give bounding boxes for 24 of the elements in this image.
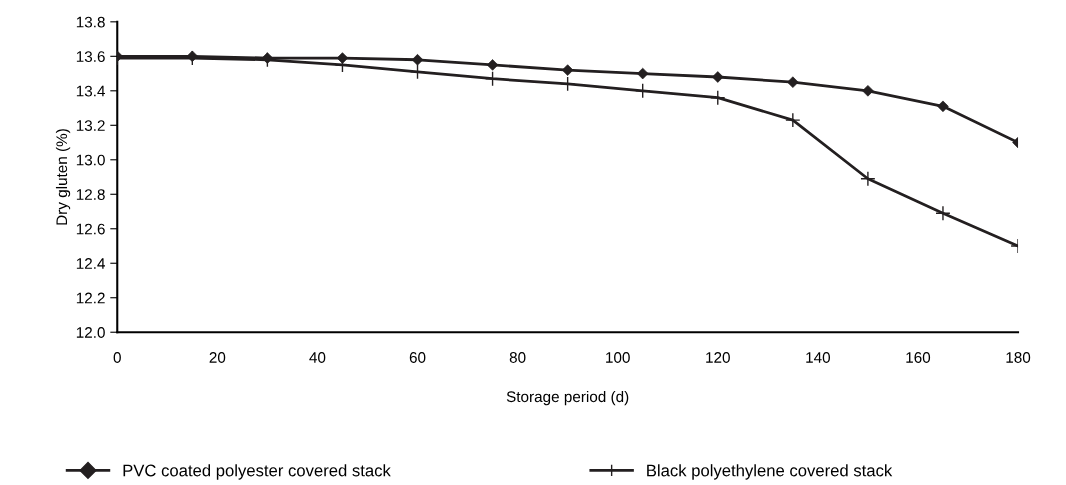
y-tick-label: 13.0: [76, 154, 105, 166]
x-tick-label: 0: [113, 352, 121, 363]
y-tick-label: 12.8: [76, 189, 105, 200]
x-tick-label: 180: [1006, 352, 1031, 363]
y-tick-label: 12.6: [76, 223, 105, 235]
y-tick-label: 13.4: [76, 85, 106, 97]
legend-label: PVC coated polyester covered stack: [123, 464, 391, 480]
y-tick-label: 12.0: [76, 327, 105, 338]
x-tick-label: 20: [209, 352, 226, 363]
x-tick-label: 60: [409, 352, 426, 363]
y-tick-label: 12.2: [76, 292, 105, 304]
x-axis-title: Storage period (d): [506, 390, 629, 406]
y-tick-label: 12.4: [76, 258, 106, 269]
x-tick-label: 160: [906, 352, 931, 363]
x-tick-label: 40: [309, 352, 326, 363]
legend-label: Black polyethylene covered stack: [647, 464, 893, 480]
y-tick-label: 13.8: [76, 16, 105, 28]
y-axis-title: Dry gluten (%): [55, 129, 71, 225]
y-tick-label: 13.6: [76, 51, 105, 62]
x-tick-label: 80: [509, 352, 526, 363]
x-tick-label: 140: [806, 352, 831, 363]
y-tick-label: 13.2: [76, 120, 105, 131]
x-tick-label: 100: [606, 352, 630, 363]
x-tick-label: 120: [706, 352, 730, 363]
